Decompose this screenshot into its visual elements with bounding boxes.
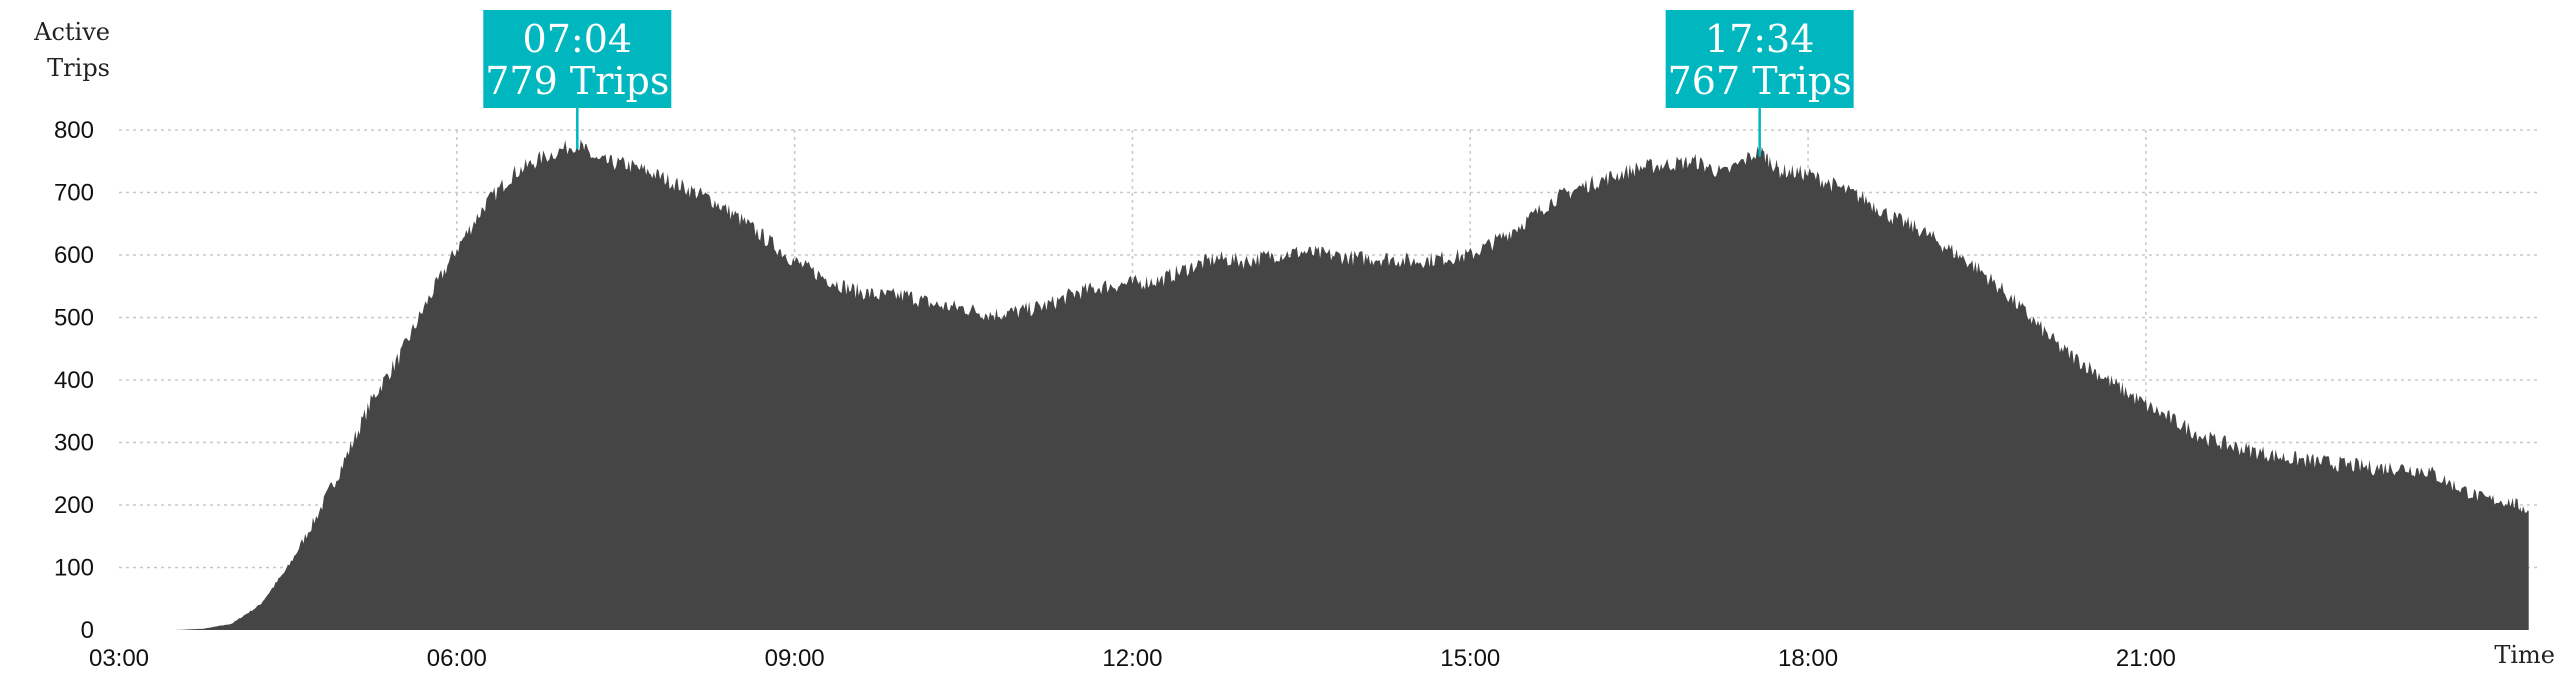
x-tick-label: 12:00 [1102, 645, 1162, 672]
y-tick-label: 200 [54, 492, 94, 519]
y-tick-label: 700 [54, 180, 94, 207]
callout-box [1665, 10, 1854, 108]
x-tick-label: 03:00 [89, 645, 149, 672]
callout-value: 779 Trips [485, 59, 669, 103]
callout-value: 767 Trips [1668, 59, 1852, 103]
x-axis-label: Time [2494, 641, 2555, 669]
callout-box [483, 10, 672, 108]
active-trips-area [175, 139, 2529, 631]
y-axis-ticks: 0 100 200 300 400 500 600 700 800 [54, 117, 94, 644]
y-tick-label: 0 [81, 617, 94, 644]
y-tick-label: 800 [54, 117, 94, 144]
x-tick-label: 15:00 [1440, 645, 1500, 672]
y-tick-label: 500 [54, 305, 94, 332]
x-tick-label: 09:00 [765, 645, 825, 672]
callout-time: 07:04 [523, 17, 633, 61]
y-tick-label: 300 [54, 430, 94, 457]
y-axis-label-line2: Trips [47, 54, 110, 82]
x-tick-label: 21:00 [2116, 645, 2176, 672]
y-tick-label: 400 [54, 367, 94, 394]
x-axis-ticks: 03:00 06:00 09:00 12:00 15:00 18:00 21:00 [89, 645, 2176, 672]
x-tick-label: 06:00 [427, 645, 487, 672]
callout-time: 17:34 [1705, 17, 1815, 61]
y-tick-label: 600 [54, 242, 94, 269]
x-tick-label: 18:00 [1778, 645, 1838, 672]
y-tick-label: 100 [54, 555, 94, 582]
y-axis-label-line1: Active [33, 18, 110, 46]
